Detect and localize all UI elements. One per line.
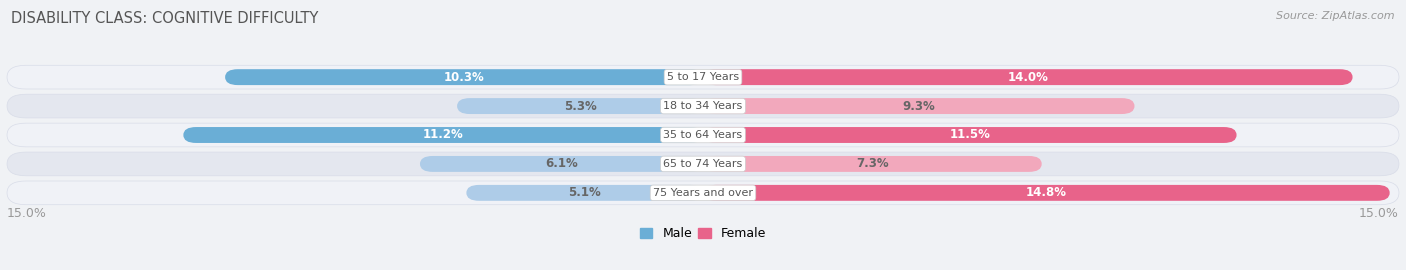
FancyBboxPatch shape [7,181,1399,205]
FancyBboxPatch shape [7,65,1399,89]
Legend: Male, Female: Male, Female [636,222,770,245]
Text: 11.5%: 11.5% [949,129,990,141]
FancyBboxPatch shape [420,156,703,172]
FancyBboxPatch shape [7,94,1399,118]
FancyBboxPatch shape [7,152,1399,176]
Text: 7.3%: 7.3% [856,157,889,170]
Text: 11.2%: 11.2% [423,129,464,141]
Text: 65 to 74 Years: 65 to 74 Years [664,159,742,169]
Text: 75 Years and over: 75 Years and over [652,188,754,198]
FancyBboxPatch shape [703,185,1389,201]
Text: Source: ZipAtlas.com: Source: ZipAtlas.com [1277,11,1395,21]
Text: 10.3%: 10.3% [444,71,485,84]
FancyBboxPatch shape [457,98,703,114]
FancyBboxPatch shape [703,127,1237,143]
FancyBboxPatch shape [183,127,703,143]
Text: 14.0%: 14.0% [1007,71,1049,84]
Text: 35 to 64 Years: 35 to 64 Years [664,130,742,140]
Text: DISABILITY CLASS: COGNITIVE DIFFICULTY: DISABILITY CLASS: COGNITIVE DIFFICULTY [11,11,319,26]
Text: 6.1%: 6.1% [546,157,578,170]
FancyBboxPatch shape [467,185,703,201]
FancyBboxPatch shape [225,69,703,85]
Text: 15.0%: 15.0% [7,207,46,220]
Text: 5.1%: 5.1% [568,186,600,199]
FancyBboxPatch shape [703,156,1042,172]
Text: 15.0%: 15.0% [1360,207,1399,220]
Text: 5 to 17 Years: 5 to 17 Years [666,72,740,82]
FancyBboxPatch shape [703,98,1135,114]
FancyBboxPatch shape [703,69,1353,85]
Text: 14.8%: 14.8% [1026,186,1067,199]
Text: 18 to 34 Years: 18 to 34 Years [664,101,742,111]
FancyBboxPatch shape [7,123,1399,147]
Text: 5.3%: 5.3% [564,100,596,113]
Text: 9.3%: 9.3% [903,100,935,113]
